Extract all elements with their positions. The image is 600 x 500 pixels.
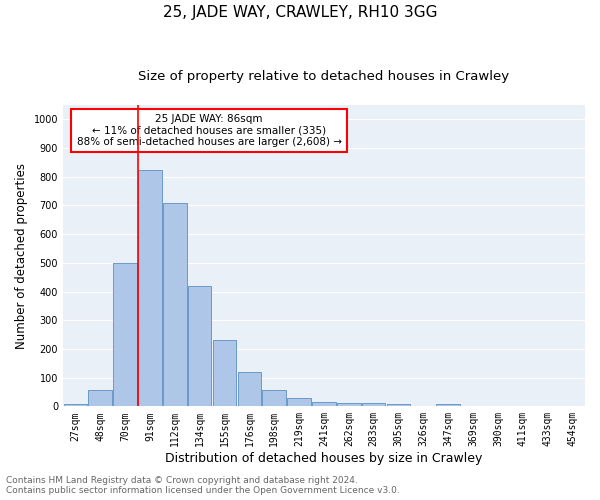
Title: Size of property relative to detached houses in Crawley: Size of property relative to detached ho…: [139, 70, 509, 83]
Bar: [238, 372, 261, 406]
Y-axis label: Number of detached properties: Number of detached properties: [15, 162, 28, 348]
Bar: [64, 404, 87, 406]
Bar: [188, 286, 211, 406]
Text: 25 JADE WAY: 86sqm
← 11% of detached houses are smaller (335)
88% of semi-detach: 25 JADE WAY: 86sqm ← 11% of detached hou…: [77, 114, 341, 147]
Bar: [88, 390, 112, 406]
Bar: [113, 263, 137, 406]
Bar: [387, 404, 410, 406]
Bar: [436, 404, 460, 406]
Bar: [362, 404, 385, 406]
X-axis label: Distribution of detached houses by size in Crawley: Distribution of detached houses by size …: [165, 452, 482, 465]
Bar: [287, 398, 311, 406]
Bar: [312, 402, 336, 406]
Bar: [262, 390, 286, 406]
Text: Contains HM Land Registry data © Crown copyright and database right 2024.
Contai: Contains HM Land Registry data © Crown c…: [6, 476, 400, 495]
Bar: [337, 402, 361, 406]
Bar: [163, 202, 187, 406]
Text: 25, JADE WAY, CRAWLEY, RH10 3GG: 25, JADE WAY, CRAWLEY, RH10 3GG: [163, 5, 437, 20]
Bar: [138, 170, 162, 406]
Bar: [213, 340, 236, 406]
